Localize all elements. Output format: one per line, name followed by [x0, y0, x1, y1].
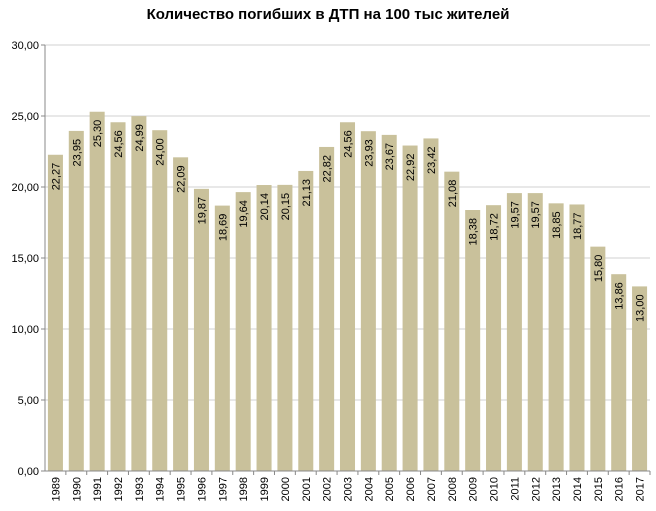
x-category-label: 1991	[92, 477, 104, 501]
bar	[465, 210, 481, 471]
bar-value-label: 23,93	[363, 139, 375, 167]
bar	[235, 192, 251, 471]
bar	[298, 170, 314, 472]
bar	[569, 204, 585, 471]
bar	[527, 193, 543, 471]
bar-value-label: 22,09	[176, 165, 188, 193]
labels: 0,00 5,00 10,00 15,00 20,00 25,00 30,00 22,27 19…	[11, 40, 646, 501]
x-category-label: 1997	[217, 477, 229, 501]
bar-value-label: 19,57	[509, 201, 521, 229]
bar	[611, 274, 627, 471]
chart-title: Количество погибших в ДТП на 100 тыс жит…	[146, 6, 510, 23]
x-category-label: 2013	[551, 477, 563, 501]
bar-value-label: 19,57	[530, 201, 542, 229]
x-category-label: 2012	[530, 477, 542, 501]
bar-value-label: 18,72	[489, 213, 501, 241]
x-category-label: 2003	[343, 477, 355, 501]
bar-value-label: 20,15	[280, 193, 292, 221]
x-category-label: 1998	[238, 477, 250, 501]
bars	[47, 111, 648, 472]
y-tick-label: 30,00	[11, 40, 39, 52]
bar	[152, 130, 168, 471]
bar-value-label: 23,95	[71, 139, 83, 167]
x-category-label: 1992	[113, 477, 125, 501]
bar	[444, 171, 460, 471]
x-category-label: 2008	[447, 477, 459, 501]
bar	[486, 205, 502, 471]
x-category-label: 2004	[363, 477, 375, 501]
bar	[68, 130, 84, 471]
x-category-label: 2007	[426, 477, 438, 501]
bar-value-label: 13,00	[635, 294, 647, 322]
bar	[506, 193, 522, 471]
bar	[131, 116, 147, 471]
bar	[110, 122, 126, 472]
bar	[632, 286, 648, 471]
bar-value-label: 18,85	[551, 211, 563, 239]
x-category-label: 2010	[489, 477, 501, 501]
x-category-label: 2005	[384, 477, 396, 501]
x-category-label: 2017	[635, 477, 647, 501]
y-tick-label: 0,00	[18, 466, 39, 478]
bar	[402, 145, 418, 471]
bar-value-label: 24,99	[134, 124, 146, 152]
bar	[193, 188, 209, 471]
bar	[319, 146, 335, 471]
x-category-label: 1993	[134, 477, 146, 501]
bar	[423, 138, 439, 471]
bar-value-label: 22,27	[50, 163, 62, 191]
y-tick-label: 20,00	[11, 182, 39, 194]
bar	[173, 157, 189, 471]
bar-value-label: 23,67	[384, 143, 396, 171]
x-category-label: 1990	[71, 477, 83, 501]
bar-value-label: 22,82	[322, 155, 334, 183]
x-category-label: 1989	[50, 477, 62, 501]
bar-value-label: 24,00	[155, 138, 167, 166]
x-category-label: 2011	[509, 477, 521, 501]
x-category-label: 2006	[405, 477, 417, 501]
bar	[548, 203, 564, 471]
x-category-label: 2016	[614, 477, 626, 501]
bar-value-label: 19,64	[238, 200, 250, 228]
x-category-label: 2014	[572, 477, 584, 501]
bar	[360, 131, 376, 471]
bar-value-label: 24,56	[113, 130, 125, 158]
bar-value-label: 23,42	[426, 146, 438, 174]
x-category-label: 2015	[593, 477, 605, 501]
bar-value-label: 22,92	[405, 154, 417, 182]
bar	[214, 205, 230, 472]
x-category-label: 1995	[176, 477, 188, 501]
bar-value-label: 18,77	[572, 212, 584, 240]
x-category-label: 1999	[259, 477, 271, 501]
y-tick-label: 15,00	[11, 253, 39, 265]
bar-value-label: 25,30	[92, 120, 104, 148]
bar-value-label: 20,14	[259, 193, 271, 221]
y-tick-label: 10,00	[11, 324, 39, 336]
bar-value-label: 13,86	[614, 282, 626, 310]
x-category-label: 2009	[468, 477, 480, 501]
bar-value-label: 19,87	[196, 197, 208, 225]
bar	[47, 154, 63, 472]
x-category-label: 2002	[322, 477, 334, 501]
bar-value-label: 21,08	[447, 180, 459, 208]
bar	[89, 111, 105, 472]
y-tick-label: 5,00	[18, 395, 39, 407]
bar	[277, 184, 293, 471]
y-tick-label: 25,00	[11, 111, 39, 123]
bar	[256, 185, 272, 471]
x-category-label: 2001	[301, 477, 313, 501]
bar-value-label: 21,13	[301, 179, 313, 207]
axes	[41, 44, 651, 475]
bar	[381, 134, 397, 472]
x-category-label: 1994	[155, 477, 167, 501]
bar-value-label: 24,56	[343, 130, 355, 158]
bar-value-label: 18,38	[468, 218, 480, 246]
bar-value-label: 18,69	[217, 214, 229, 242]
bar	[339, 122, 356, 472]
bar	[590, 246, 606, 471]
x-category-label: 2000	[280, 477, 292, 501]
bar-value-label: 15,80	[593, 255, 605, 283]
x-category-label: 1996	[196, 477, 208, 501]
